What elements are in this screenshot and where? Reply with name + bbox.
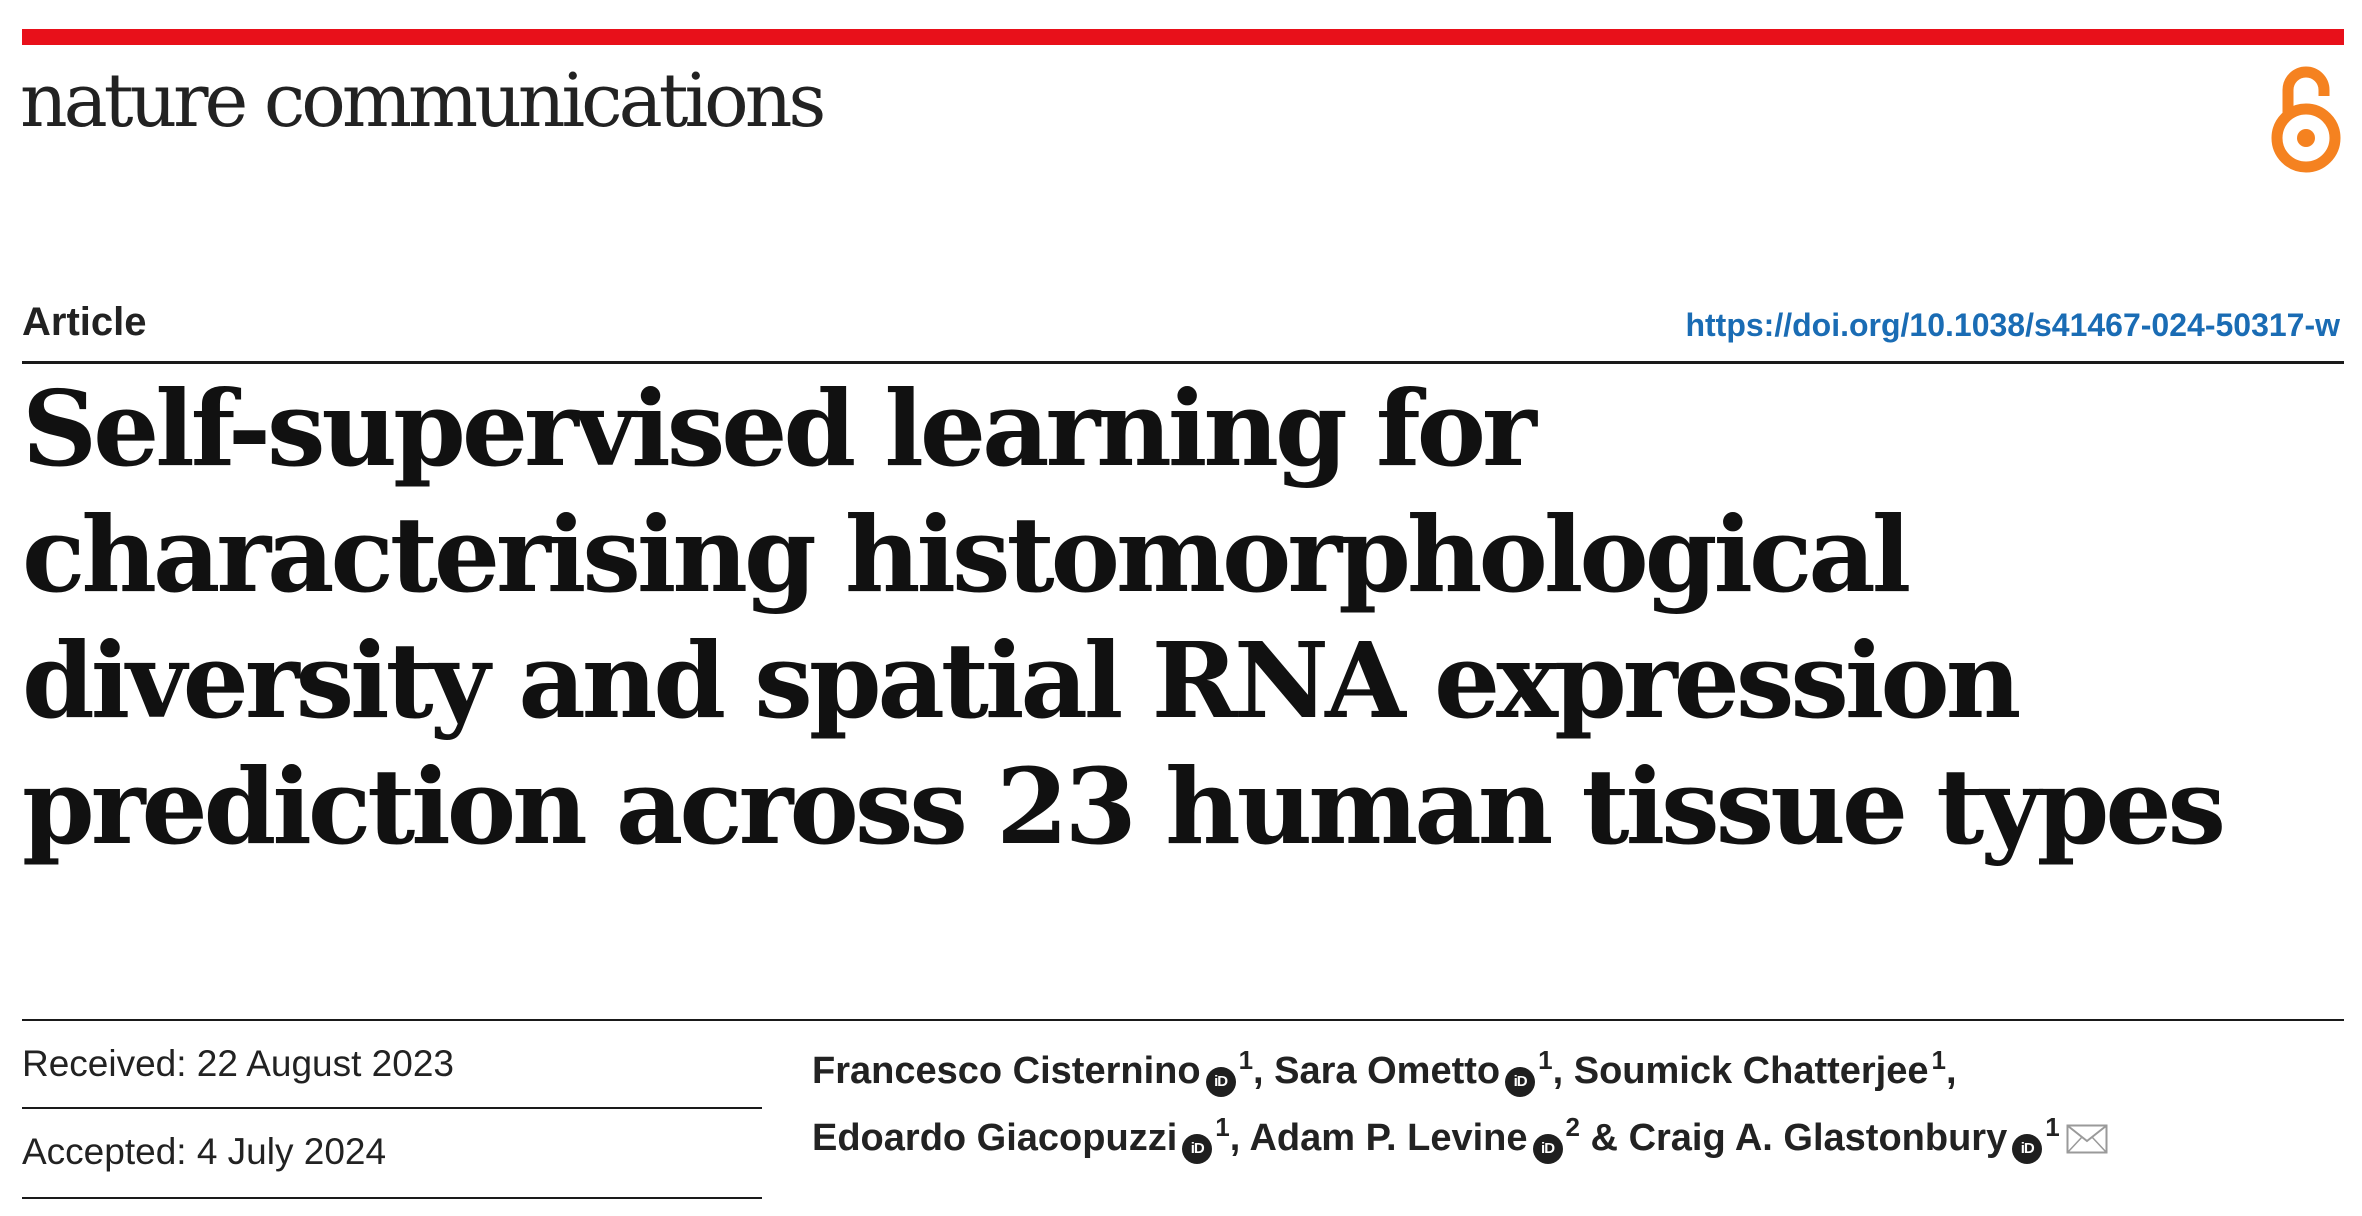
header-divider [22, 361, 2344, 364]
author-separator: , [1229, 1117, 1250, 1159]
author: Adam P. Levine iD2 [1249, 1112, 1580, 1164]
doi-link[interactable]: https://doi.org/10.1038/s41467-024-50317… [1685, 307, 2340, 343]
affiliation-marker[interactable]: 1 [1538, 1045, 1553, 1075]
journal-name[interactable]: nature communications [20, 58, 826, 144]
author-separator: , [1253, 1050, 1275, 1092]
affiliation-marker[interactable]: 1 [1931, 1045, 1946, 1075]
author: Francesco Cisternino iD1 [812, 1045, 1253, 1097]
author: Craig A. Glastonbury iD1 [1628, 1112, 2108, 1164]
open-access-lock-icon [2271, 66, 2341, 173]
orcid-icon[interactable]: iD [1505, 1067, 1536, 1097]
article-type: Article [22, 300, 147, 344]
brand-bar [22, 29, 2344, 45]
orcid-icon[interactable]: iD [1182, 1134, 1213, 1164]
author-name[interactable]: Soumick Chatterjee [1573, 1050, 1929, 1092]
author-separator: & [1580, 1117, 1629, 1159]
affiliation-marker[interactable]: 2 [1565, 1112, 1580, 1142]
affiliation-marker[interactable]: 1 [2045, 1112, 2060, 1142]
metadata-divider [22, 1019, 2344, 1021]
accepted-date: Accepted: 4 July 2024 [22, 1109, 762, 1199]
author-name[interactable]: Sara Ometto [1274, 1050, 1501, 1092]
orcid-icon[interactable]: iD [1532, 1134, 1563, 1164]
author-name[interactable]: Craig A. Glastonbury [1628, 1117, 2008, 1159]
article-dates: Received: 22 August 2023 Accepted: 4 Jul… [22, 1021, 762, 1199]
author-separator: , [1552, 1050, 1574, 1092]
author-name[interactable]: Adam P. Levine [1249, 1117, 1528, 1159]
author-name[interactable]: Francesco Cisternino [812, 1050, 1201, 1092]
affiliation-marker[interactable]: 1 [1238, 1045, 1254, 1075]
author: Edoardo Giacopuzzi iD1 [812, 1112, 1230, 1164]
envelope-icon[interactable] [2066, 1124, 2108, 1154]
author: Soumick Chatterjee 1 [1573, 1045, 1946, 1092]
author-separator: , [1945, 1050, 1957, 1092]
received-date: Received: 22 August 2023 [22, 1021, 762, 1109]
author-list: Francesco Cisternino iD1, Sara Ometto iD1,… [812, 1032, 2342, 1166]
affiliation-marker[interactable]: 1 [1215, 1112, 1230, 1142]
author: Sara Ometto iD1 [1274, 1045, 1553, 1097]
orcid-icon[interactable]: iD [1205, 1067, 1236, 1097]
article-title: Self-supervised learning for characteris… [22, 367, 2226, 868]
author-name[interactable]: Edoardo Giacopuzzi [812, 1117, 1178, 1159]
orcid-icon[interactable]: iD [2012, 1134, 2043, 1164]
